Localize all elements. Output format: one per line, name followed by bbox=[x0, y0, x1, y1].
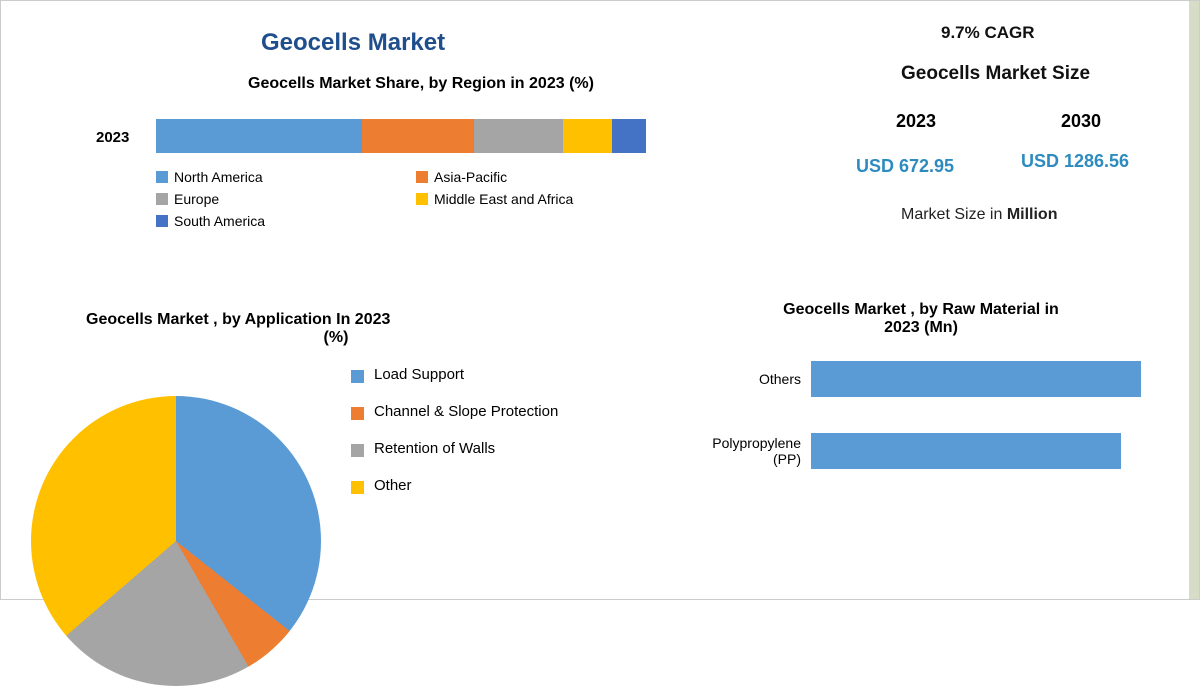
application-legend-item: Channel & Slope Protection bbox=[351, 403, 631, 420]
raw-material-row: Polypropylene (PP) bbox=[681, 433, 1161, 469]
region-legend-item: Europe bbox=[156, 191, 386, 207]
raw-title-line2: 2023 (Mn) bbox=[884, 319, 958, 336]
raw-material-bar bbox=[811, 433, 1121, 469]
application-pie bbox=[31, 396, 321, 686]
legend-label: Other bbox=[374, 477, 412, 494]
legend-swatch bbox=[416, 171, 428, 183]
region-legend: North America Asia-Pacific Europe Middle Ea… bbox=[156, 169, 676, 235]
legend-label: North America bbox=[174, 169, 263, 185]
market-size-value-a: USD 672.95 bbox=[856, 156, 954, 177]
legend-label: Load Support bbox=[374, 366, 464, 383]
application-chart-title: Geocells Market , by Application In 2023… bbox=[86, 311, 586, 347]
region-chart-title: Geocells Market Share, by Region in 2023… bbox=[131, 75, 711, 93]
market-size-value-b: USD 1286.56 bbox=[1021, 151, 1129, 172]
legend-swatch bbox=[351, 481, 364, 494]
application-legend: Load Support Channel & Slope Protection Re… bbox=[351, 366, 631, 514]
raw-material-label: Polypropylene (PP) bbox=[681, 435, 811, 467]
legend-label: South America bbox=[174, 213, 265, 229]
region-segment bbox=[362, 119, 475, 153]
raw-material-chart: Others Polypropylene (PP) bbox=[681, 361, 1161, 505]
raw-material-bar bbox=[811, 361, 1141, 397]
legend-swatch bbox=[156, 215, 168, 227]
unit-prefix: Market Size in bbox=[901, 206, 1007, 223]
raw-bar-track bbox=[811, 433, 1161, 469]
region-segment bbox=[612, 119, 646, 153]
legend-label: Retention of Walls bbox=[374, 440, 495, 457]
page-title: Geocells Market bbox=[261, 29, 445, 57]
raw-material-label: Others bbox=[681, 371, 811, 387]
legend-swatch bbox=[351, 444, 364, 457]
legend-label: Asia-Pacific bbox=[434, 169, 507, 185]
region-stacked-bar bbox=[156, 119, 646, 153]
legend-swatch bbox=[416, 193, 428, 205]
unit-bold: Million bbox=[1007, 206, 1058, 223]
legend-label: Middle East and Africa bbox=[434, 191, 573, 207]
market-size-unit: Market Size in Million bbox=[901, 206, 1057, 224]
market-size-year-b: 2030 bbox=[1061, 111, 1101, 132]
application-pie-wrap bbox=[31, 396, 321, 686]
region-chart-year-label: 2023 bbox=[96, 129, 129, 146]
legend-swatch bbox=[156, 171, 168, 183]
cagr-value: 9.7% CAGR bbox=[941, 23, 1035, 43]
application-legend-item: Load Support bbox=[351, 366, 631, 383]
region-segment bbox=[156, 119, 362, 153]
app-title-line2: (%) bbox=[86, 329, 586, 347]
legend-swatch bbox=[156, 193, 168, 205]
legend-swatch bbox=[351, 370, 364, 383]
raw-material-row: Others bbox=[681, 361, 1161, 397]
right-decorative-border bbox=[1189, 1, 1199, 599]
region-segment bbox=[474, 119, 562, 153]
market-size-year-a: 2023 bbox=[896, 111, 936, 132]
region-legend-item: North America bbox=[156, 169, 386, 185]
application-legend-item: Retention of Walls bbox=[351, 440, 631, 457]
raw-material-chart-title: Geocells Market , by Raw Material in 202… bbox=[681, 301, 1161, 337]
legend-swatch bbox=[351, 407, 364, 420]
app-title-line1: Geocells Market , by Application In 2023 bbox=[86, 311, 390, 328]
region-legend-item: Middle East and Africa bbox=[416, 191, 646, 207]
legend-label: Europe bbox=[174, 191, 219, 207]
raw-bar-track bbox=[811, 361, 1161, 397]
raw-title-line1: Geocells Market , by Raw Material in bbox=[783, 301, 1059, 318]
region-segment bbox=[563, 119, 612, 153]
region-legend-item: Asia-Pacific bbox=[416, 169, 646, 185]
market-size-title: Geocells Market Size bbox=[901, 63, 1090, 85]
legend-label: Channel & Slope Protection bbox=[374, 403, 558, 420]
application-legend-item: Other bbox=[351, 477, 631, 494]
region-legend-item: South America bbox=[156, 213, 386, 229]
